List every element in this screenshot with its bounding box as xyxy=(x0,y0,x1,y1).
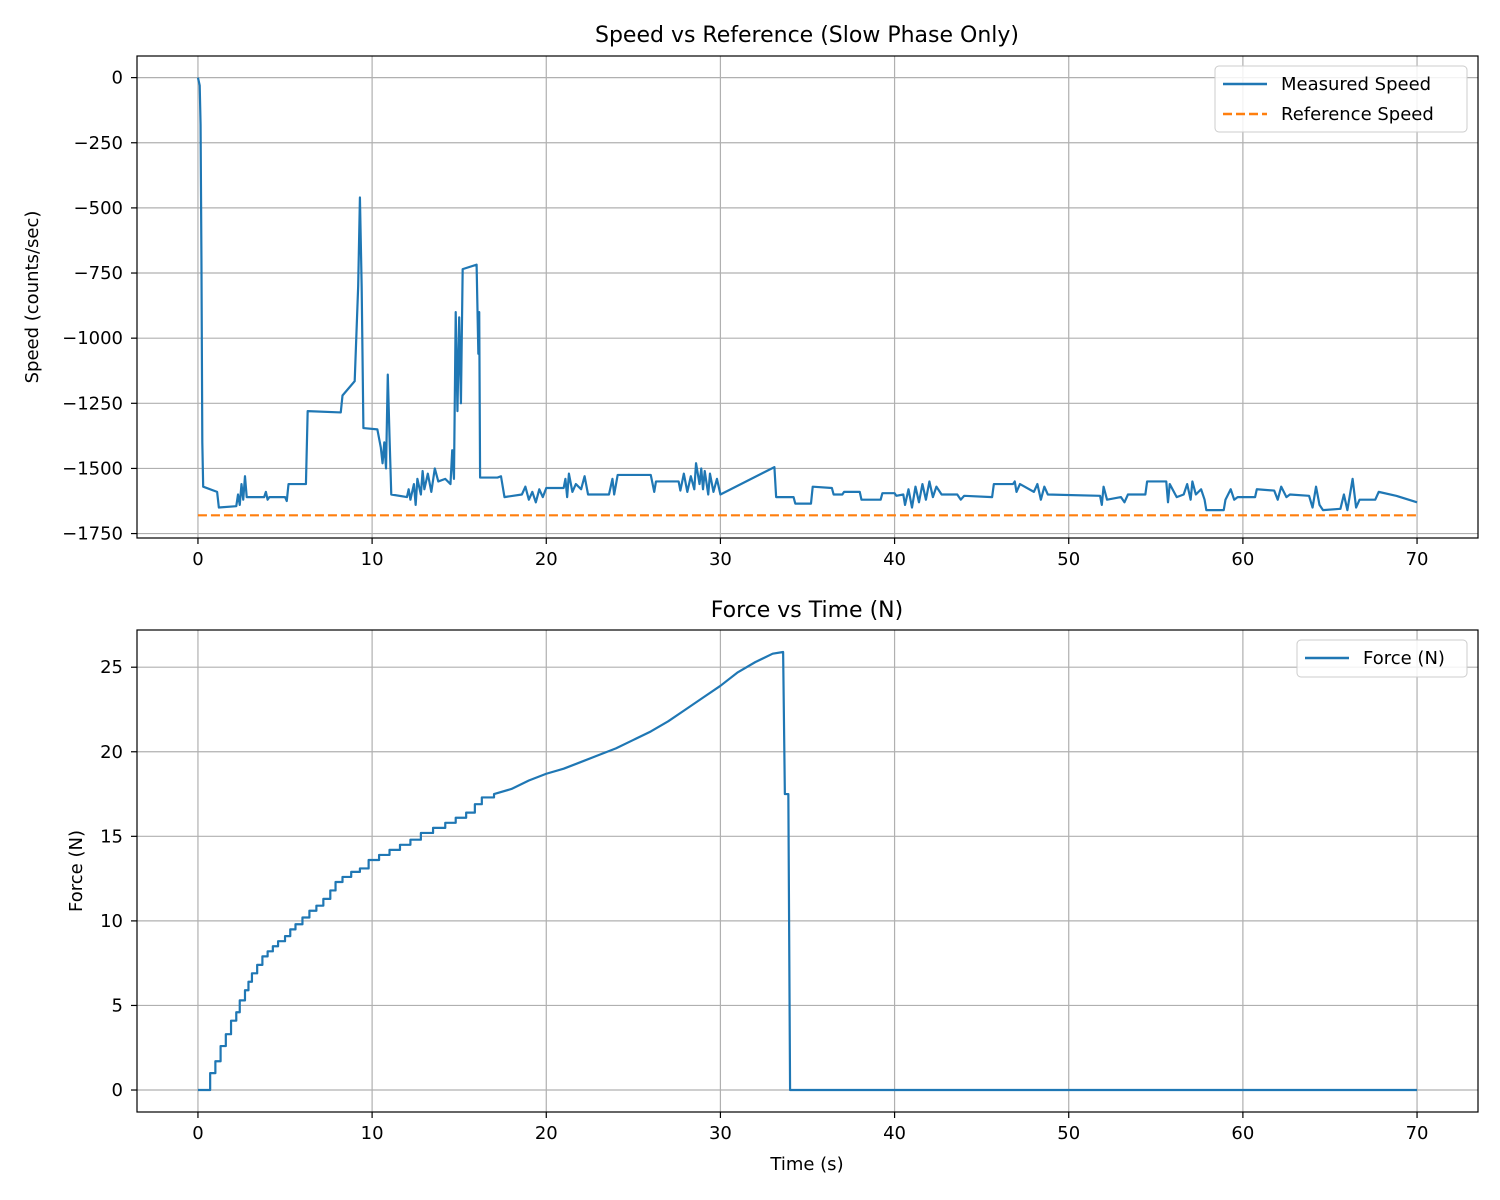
force-y-tick-label: 20 xyxy=(100,742,123,763)
legend-label-measured-speed: Measured Speed xyxy=(1281,74,1431,95)
force-y-tick-label: 0 xyxy=(112,1080,123,1101)
force-chart-title: Force vs Time (N) xyxy=(711,598,903,623)
speed-ticks: 0 10 20 30 40 50 60 70 0 −250 −500 −750 −1000 −1250 −1… xyxy=(62,68,1428,570)
force-y-tick-label: 10 xyxy=(100,911,123,932)
speed-y-tick-label: 0 xyxy=(112,68,123,89)
force-plot-area xyxy=(197,650,1418,1092)
force-y-axis-label: Force (N) xyxy=(66,830,87,912)
force-x-tick-label: 60 xyxy=(1231,1123,1254,1144)
speed-x-tick-label: 20 xyxy=(535,549,558,570)
force-chart-panel: 0 10 20 30 40 50 60 70 0 5 10 15 20 25 Force vs Time … xyxy=(66,598,1479,1175)
legend-label-reference-speed: Reference Speed xyxy=(1281,104,1434,125)
speed-x-tick-label: 50 xyxy=(1057,549,1080,570)
force-x-tick-label: 50 xyxy=(1057,1123,1080,1144)
speed-chart-panel: 0 10 20 30 40 50 60 70 0 −250 −500 −750 −1000 −1250 −1… xyxy=(22,23,1479,570)
force-ticks: 0 10 20 30 40 50 60 70 0 5 10 15 20 25 xyxy=(100,657,1428,1144)
force-x-tick-label: 30 xyxy=(709,1123,732,1144)
force-y-tick-label: 25 xyxy=(100,657,123,678)
speed-y-tick-label: −750 xyxy=(74,263,123,284)
speed-x-tick-label: 0 xyxy=(192,549,203,570)
force-y-tick-label: 15 xyxy=(100,826,123,847)
force-x-tick-label: 40 xyxy=(883,1123,906,1144)
force-y-tick-label: 5 xyxy=(112,995,123,1016)
speed-y-tick-label: −500 xyxy=(74,198,123,219)
speed-axes-frame xyxy=(136,55,1479,539)
speed-x-tick-label: 70 xyxy=(1406,549,1429,570)
force-legend: Force (N) xyxy=(1296,639,1468,678)
speed-legend-box xyxy=(1214,65,1468,133)
speed-x-tick-label: 30 xyxy=(709,549,732,570)
speed-y-tick-label: −1500 xyxy=(62,458,123,479)
series-line-force-n xyxy=(197,650,1418,1092)
speed-y-axis-label: Speed (counts/sec) xyxy=(22,211,43,384)
legend-label-force: Force (N) xyxy=(1363,648,1445,669)
speed-y-tick-label: −250 xyxy=(74,133,123,154)
speed-y-tick-label: −1750 xyxy=(62,524,123,545)
force-x-tick-label: 10 xyxy=(361,1123,384,1144)
series-line-measured-speed xyxy=(196,77,1418,512)
speed-x-tick-label: 40 xyxy=(883,549,906,570)
speed-grid xyxy=(137,56,1478,538)
force-legend-box xyxy=(1296,639,1468,678)
speed-legend: Measured Speed Reference Speed xyxy=(1214,65,1468,133)
speed-y-tick-label: −1000 xyxy=(62,328,123,349)
force-axes-frame xyxy=(136,629,1479,1113)
speed-x-tick-label: 60 xyxy=(1231,549,1254,570)
force-x-tick-label: 70 xyxy=(1406,1123,1429,1144)
speed-chart-title: Speed vs Reference (Slow Phase Only) xyxy=(595,23,1019,48)
force-x-tick-label: 0 xyxy=(192,1123,203,1144)
speed-y-tick-label: −1250 xyxy=(62,393,123,414)
force-x-tick-label: 20 xyxy=(535,1123,558,1144)
speed-plot-area xyxy=(196,77,1418,517)
force-x-axis-label: Time (s) xyxy=(769,1154,843,1175)
speed-x-tick-label: 10 xyxy=(361,549,384,570)
